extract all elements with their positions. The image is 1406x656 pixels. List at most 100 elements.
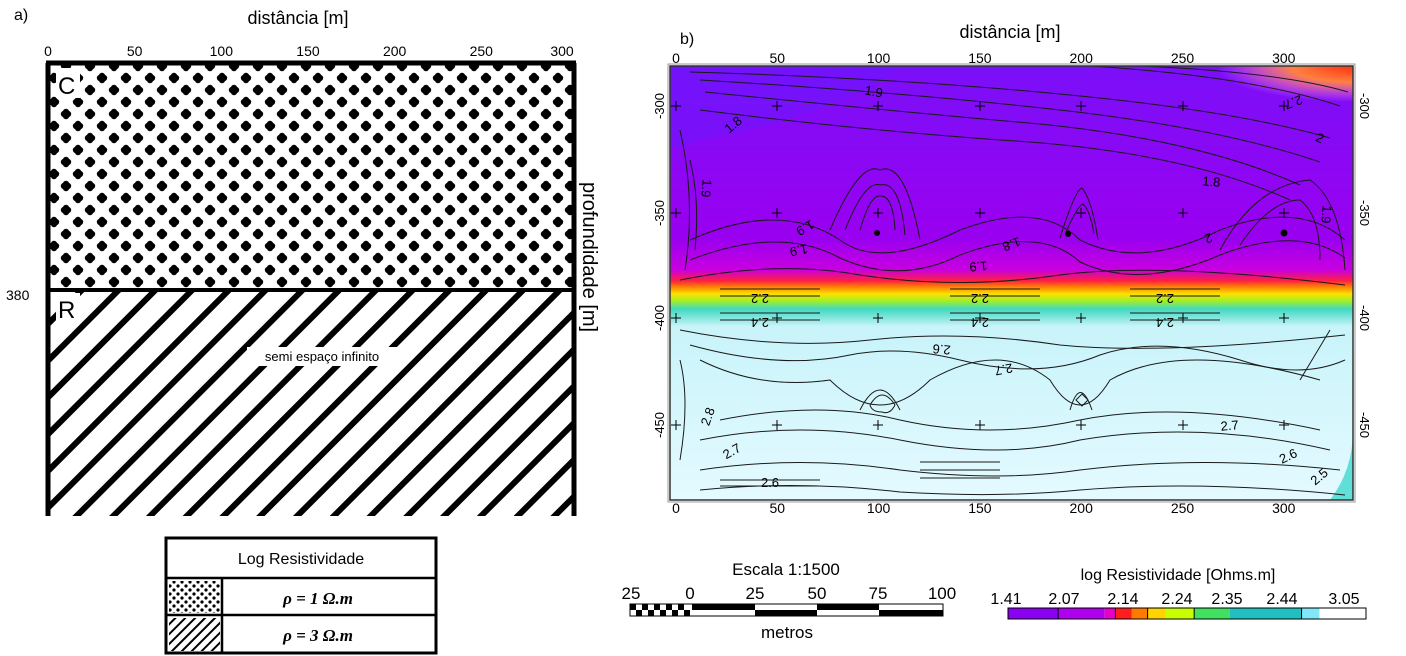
contour-label: 1.8 bbox=[1202, 173, 1221, 190]
panel-b-inversion: b) distância [m] bbox=[652, 22, 1372, 516]
scale-blocks bbox=[629, 603, 944, 617]
panel-a-x-ticks: 0 50 100 150 200 250 300 bbox=[44, 43, 574, 59]
colorbar-tick: 2.14 bbox=[1107, 591, 1138, 608]
contour-label: 2.2 bbox=[971, 291, 989, 306]
panel-b-x-tick-bottom: 100 bbox=[867, 500, 891, 516]
layer-r-label: R bbox=[58, 297, 75, 324]
colorbar-cell bbox=[1319, 608, 1366, 619]
panel-b-x-ticks-top: 0 50 100 150 200 250 300 bbox=[672, 50, 1296, 66]
colorbar-cell bbox=[1194, 608, 1230, 619]
panel-b-x-tick-bottom: 200 bbox=[1070, 500, 1094, 516]
colorbar-tick: 2.35 bbox=[1211, 591, 1242, 608]
colorbar-cells bbox=[1008, 608, 1366, 619]
panel-a-y-title: profundidade [m] bbox=[578, 182, 600, 332]
contour-label: 2.6 bbox=[932, 341, 951, 358]
inversion-markers bbox=[874, 229, 1288, 237]
scale-tick: 25 bbox=[622, 584, 641, 603]
colorbar-cell bbox=[1147, 608, 1166, 619]
colorbar-tick: 2.07 bbox=[1048, 591, 1079, 608]
contour-label: 2.4 bbox=[751, 315, 769, 330]
scale-tick: 75 bbox=[869, 584, 888, 603]
panel-b-x-tick-top: 50 bbox=[770, 50, 786, 66]
panel-b-y-tick-right: -450 bbox=[1357, 412, 1372, 438]
contour-labels: 1.91.82.721.9 1.81.91.9 1.81.921.92.22.42.… bbox=[698, 83, 1335, 490]
scale-tick: 25 bbox=[746, 584, 765, 603]
panel-b-y-tick-left: -300 bbox=[652, 93, 667, 119]
panel-b-x-tick-top: 150 bbox=[968, 50, 992, 66]
contour-label: 2 bbox=[1203, 230, 1215, 247]
layer-c-label-bg bbox=[56, 68, 80, 98]
layer-r-label-bg bbox=[56, 293, 80, 321]
panel-b-x-tick-bottom: 150 bbox=[968, 500, 992, 516]
panel-b-y-tick-right: -300 bbox=[1357, 93, 1372, 119]
panel-b-y-tick-right: -350 bbox=[1357, 200, 1372, 226]
panel-a-x-tick: 200 bbox=[383, 43, 407, 59]
colorbar-tick-labels: 1.41 2.07 2.14 2.24 2.35 2.44 3.05 bbox=[990, 591, 1359, 608]
panel-b-y-ticks-right: -300 -350 -400 -450 bbox=[1357, 93, 1372, 438]
grid-crosses bbox=[671, 101, 1289, 430]
contour-label: 1.9 bbox=[969, 258, 988, 275]
contour-label: 2.8 bbox=[698, 405, 718, 427]
contour-label: 1.8 bbox=[1000, 234, 1022, 254]
contour-label: 1.9 bbox=[1318, 205, 1335, 224]
panel-b-x-tick-top: 300 bbox=[1272, 50, 1296, 66]
contour-label: 2.2 bbox=[1156, 291, 1174, 306]
scale-tick: 0 bbox=[685, 584, 694, 603]
resistive-halfspace bbox=[48, 290, 574, 516]
colorbar-cell bbox=[1131, 608, 1148, 619]
scale-tick-labels: 25 0 25 50 75 100 bbox=[622, 584, 957, 603]
scale-bar: Escala 1:1500 25 0 25 50 75 100 metros bbox=[622, 560, 957, 642]
colorbar-title: log Resistividade [Ohms.m] bbox=[1081, 567, 1276, 584]
colorbar-cell bbox=[1301, 608, 1320, 619]
panel-b-x-ticks-bottom: 0 50 100 150 200 250 300 bbox=[672, 500, 1296, 516]
contour-label: 1.9 bbox=[698, 179, 715, 198]
panel-b-x-tick-top: 100 bbox=[867, 50, 891, 66]
legend-row-2-text: ρ = 3 Ω.m bbox=[282, 626, 353, 645]
panel-a-x-tick: 300 bbox=[550, 43, 574, 59]
panel-b-x-tick-bottom: 0 bbox=[672, 500, 680, 516]
panel-b-x-tick-top: 200 bbox=[1070, 50, 1094, 66]
contour-label: 2.7 bbox=[1220, 417, 1239, 434]
colorbar-cell bbox=[1008, 608, 1059, 619]
panel-b-x-tick-bottom: 50 bbox=[770, 500, 786, 516]
panel-b-y-tick-right: -400 bbox=[1357, 305, 1372, 331]
contour-label: 2.4 bbox=[971, 315, 989, 330]
colorbar-cell bbox=[1115, 608, 1132, 619]
legend-row-1-text: ρ = 1 Ω.m bbox=[282, 589, 353, 608]
panel-b-label: b) bbox=[680, 31, 694, 48]
contour-label: 2.7 bbox=[1282, 92, 1304, 112]
panel-a-x-tick: 250 bbox=[470, 43, 494, 59]
scale-title: Escala 1:1500 bbox=[732, 560, 840, 579]
colorbar-tick: 3.05 bbox=[1328, 591, 1359, 608]
panel-b-x-tick-bottom: 250 bbox=[1171, 500, 1195, 516]
halfspace-label-bg bbox=[247, 347, 397, 366]
contour-label: 2.6 bbox=[1277, 445, 1300, 466]
colorbar-cell bbox=[1058, 608, 1105, 619]
panel-b-x-tick-top: 250 bbox=[1171, 50, 1195, 66]
scale-tick: 100 bbox=[928, 584, 956, 603]
contour-label: 1.9 bbox=[864, 83, 884, 101]
colorbar-tick: 2.44 bbox=[1266, 591, 1297, 608]
layer-c-label: C bbox=[58, 73, 75, 100]
legend-swatch-hatch bbox=[169, 618, 220, 651]
contour-label: 2.6 bbox=[761, 475, 779, 490]
panel-b-x-title: distância [m] bbox=[959, 22, 1060, 42]
contour-label: 1.9 bbox=[789, 241, 809, 259]
panel-b-y-tick-left: -350 bbox=[652, 200, 667, 226]
colorbar-tick: 1.41 bbox=[990, 591, 1021, 608]
resistivity-legend: Log Resistividade ρ = 1 Ω.m ρ = 3 Ω.m bbox=[164, 536, 438, 655]
conductive-layer bbox=[48, 63, 574, 290]
contour-label: 2.4 bbox=[1156, 315, 1174, 330]
panel-a-x-tick: 100 bbox=[210, 43, 234, 59]
resistivity-section: 1.91.82.721.9 1.81.91.9 1.81.921.92.22.42.… bbox=[670, 66, 1353, 500]
contour-lines bbox=[679, 66, 1349, 496]
halfspace-label: semi espaço infinito bbox=[265, 349, 379, 364]
panel-a-x-title: distância [m] bbox=[247, 8, 348, 28]
colorbar-cell bbox=[1165, 608, 1195, 619]
contour-label: 2.2 bbox=[751, 291, 769, 306]
colorbar: log Resistividade [Ohms.m] 1.41 2.07 2.14 2… bbox=[990, 567, 1367, 620]
panel-a-x-tick: 150 bbox=[296, 43, 320, 59]
panel-a-label: a) bbox=[14, 7, 28, 24]
legend-title: Log Resistividade bbox=[238, 551, 364, 568]
